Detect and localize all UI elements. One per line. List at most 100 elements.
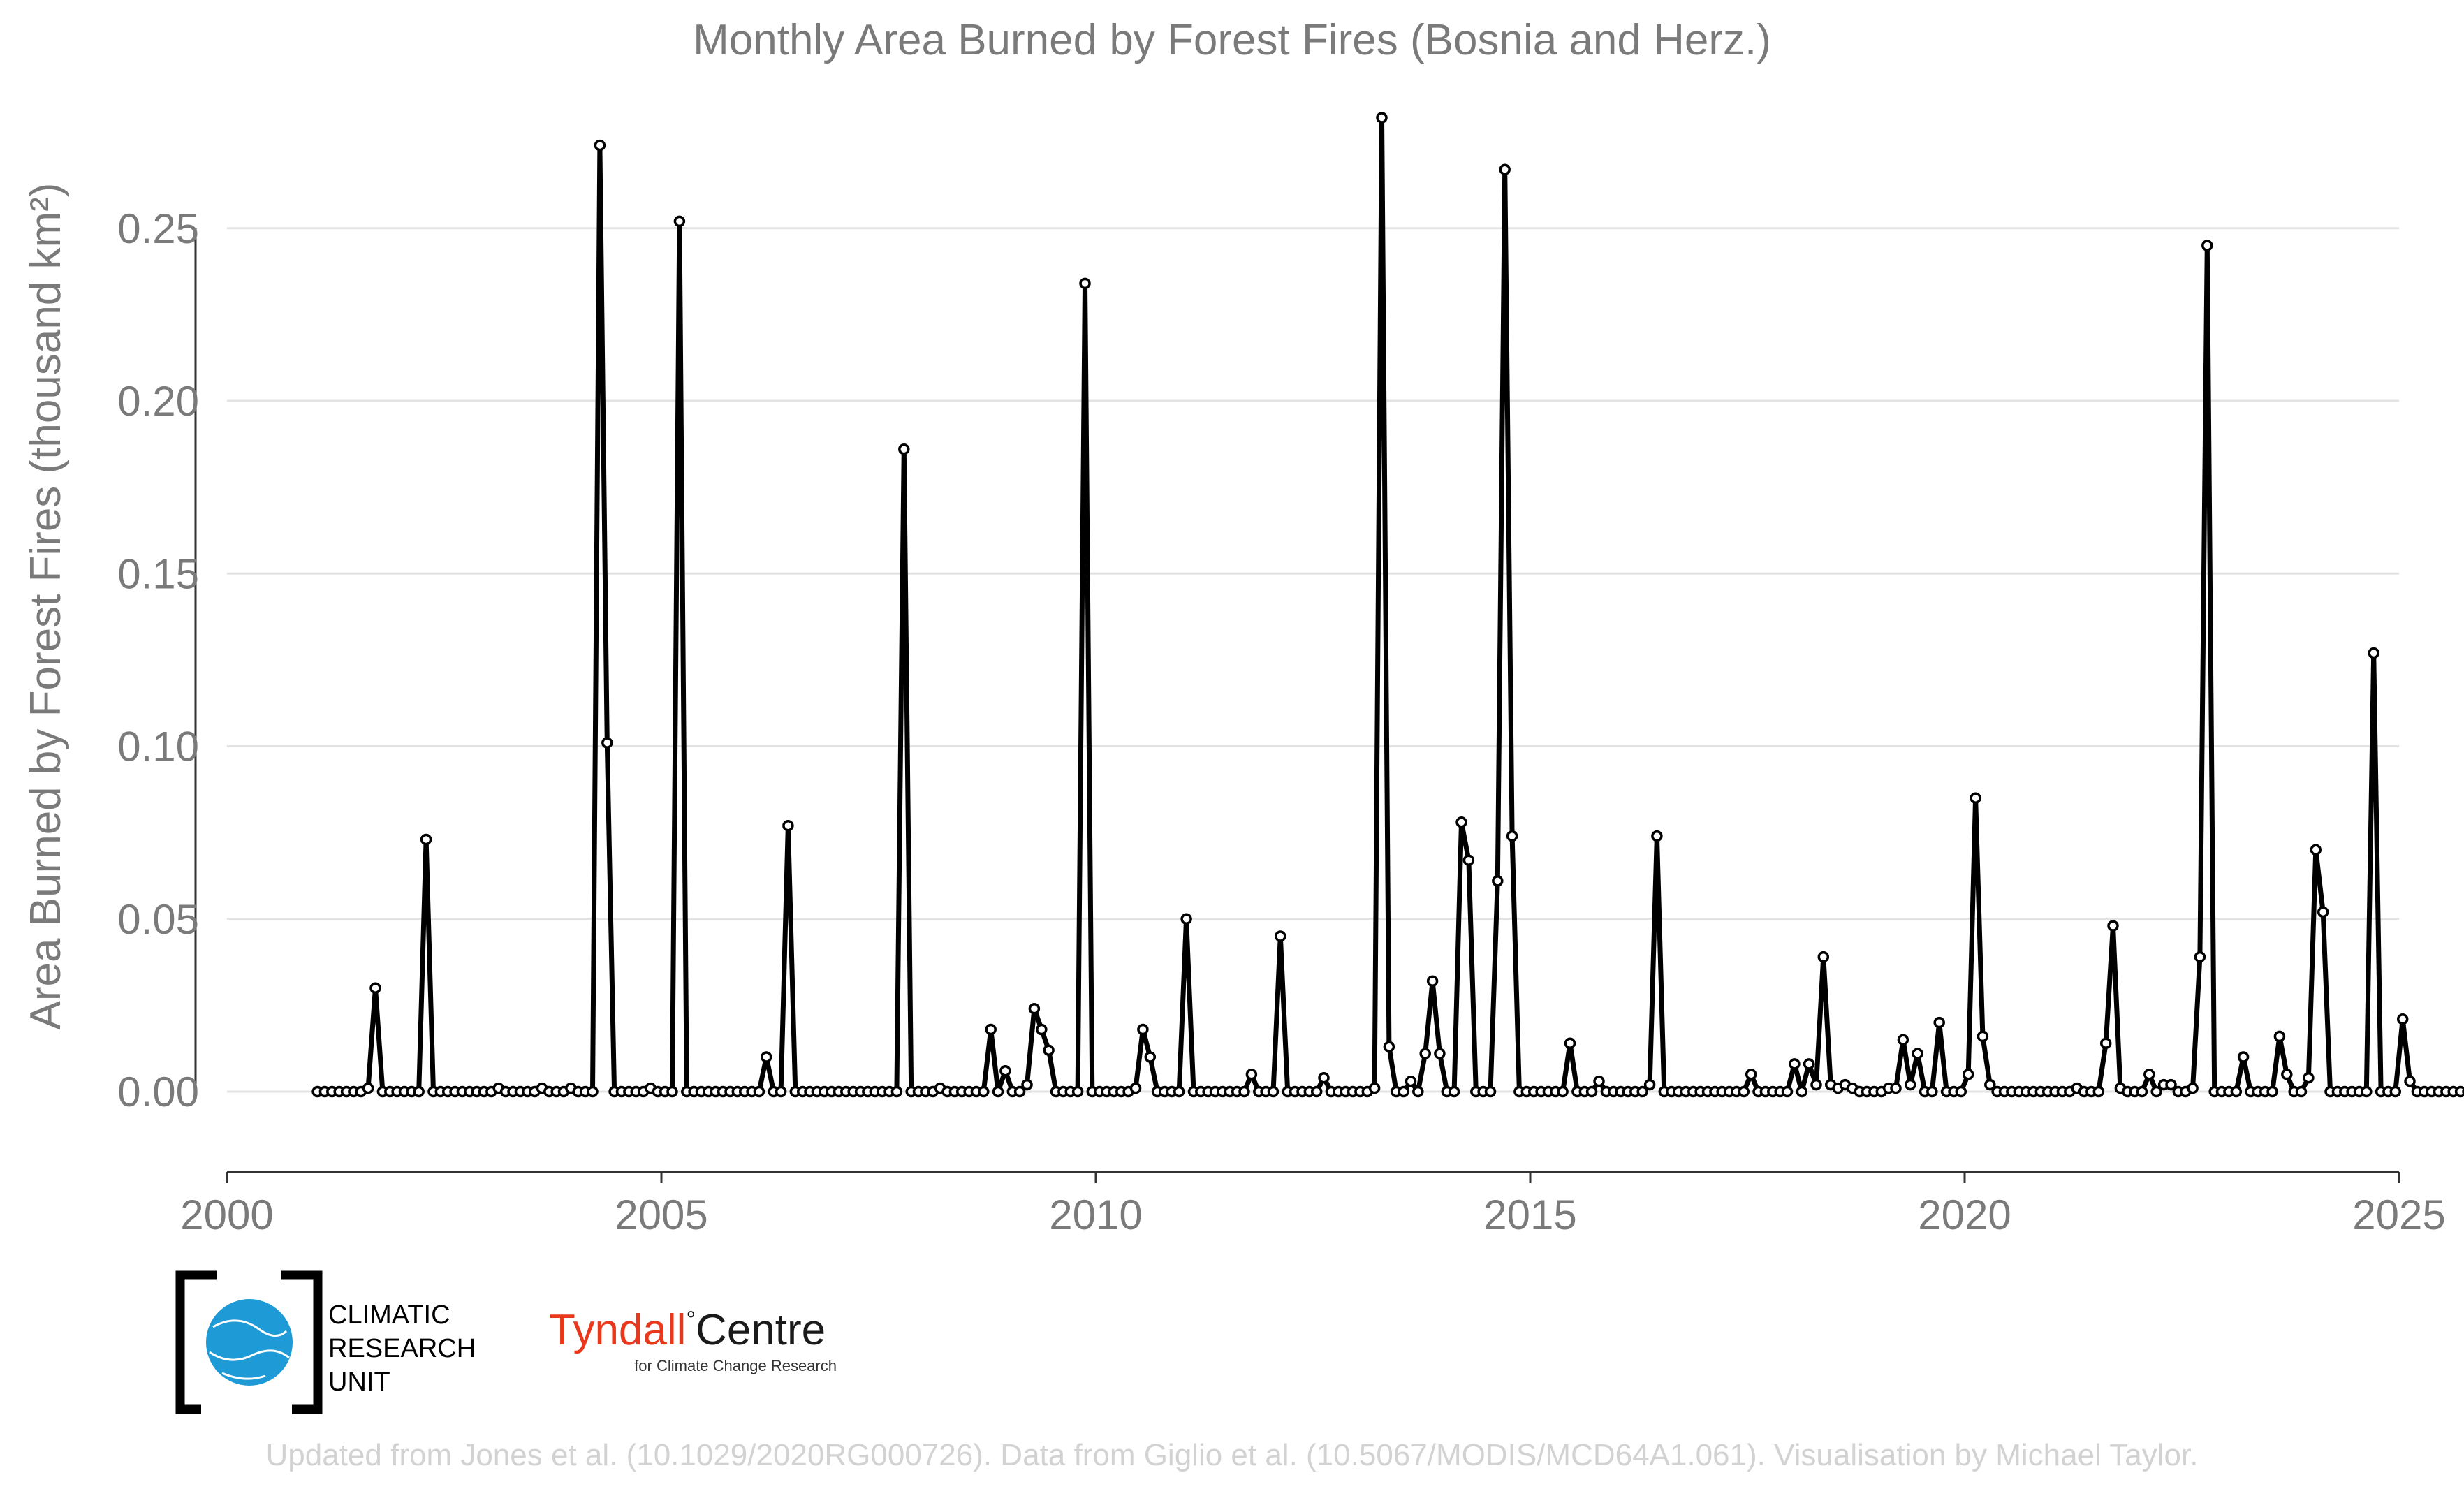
data-point — [1585, 1085, 1598, 1098]
data-point — [1643, 1078, 1656, 1091]
data-point — [2230, 1085, 2243, 1098]
x-tick-label: 2020 — [1918, 1191, 2011, 1238]
data-point — [1043, 1044, 1055, 1056]
data-point — [1564, 1037, 1576, 1050]
data-point — [2150, 1085, 2162, 1098]
data-point — [1405, 1075, 1417, 1087]
data-point — [1962, 1069, 1974, 1080]
tyndall-subtitle: for Climate Change Research — [634, 1357, 837, 1374]
x-tick-label: 2005 — [615, 1191, 707, 1238]
data-point — [992, 1085, 1004, 1098]
data-point — [369, 982, 381, 994]
data-point — [1180, 913, 1192, 925]
credit-text: Updated from Jones et al. (10.1029/2020R… — [266, 1438, 2199, 1472]
data-point — [1970, 792, 1981, 804]
data-point — [1238, 1085, 1250, 1098]
data-point — [1021, 1078, 1033, 1091]
data-point — [1984, 1078, 1996, 1091]
data-point — [1412, 1085, 1424, 1098]
y-tick-label: 0.00 — [117, 1069, 199, 1115]
y-tick-label: 0.25 — [117, 205, 199, 252]
data-point — [1557, 1085, 1569, 1098]
data-point — [362, 1082, 374, 1094]
data-point — [587, 1085, 599, 1098]
data-point — [2201, 240, 2213, 251]
data-point — [2136, 1085, 2148, 1098]
data-point — [1803, 1058, 1815, 1070]
data-point — [1013, 1085, 1026, 1098]
data-point — [1071, 1085, 1084, 1098]
data-point — [985, 1023, 997, 1036]
data-point — [1173, 1085, 1185, 1098]
data-point — [2165, 1078, 2177, 1091]
data-point — [1905, 1078, 1916, 1091]
data-point — [2368, 647, 2379, 659]
data-point — [1492, 875, 1504, 887]
data-point — [1376, 112, 1388, 124]
data-point — [782, 819, 794, 832]
data-point — [2107, 920, 2119, 932]
data-point — [1137, 1023, 1149, 1036]
data-point — [1028, 1003, 1041, 1015]
globe-contour — [209, 1349, 290, 1361]
grid-lines — [227, 227, 2399, 1093]
data-point — [1036, 1023, 1048, 1036]
y-tick-label: 0.20 — [117, 378, 199, 425]
cru-bracket-right — [281, 1270, 323, 1414]
data-point — [2396, 1013, 2409, 1025]
data-point — [1455, 816, 1467, 828]
cru-logo: CLIMATIC RESEARCH UNIT — [175, 1270, 476, 1414]
data-point — [1636, 1085, 1648, 1098]
data-series — [311, 112, 2464, 1098]
data-point — [1897, 1034, 1909, 1046]
data-point — [2404, 1075, 2416, 1087]
data-point — [2237, 1051, 2250, 1063]
data-point — [890, 1085, 903, 1098]
data-point — [1144, 1051, 1157, 1063]
data-point — [1079, 277, 1091, 290]
data-point — [1506, 830, 1518, 842]
data-point — [1796, 1085, 1808, 1098]
data-point — [601, 737, 613, 749]
data-point — [1912, 1048, 1923, 1059]
data-point — [1434, 1048, 1446, 1059]
cru-bracket-left — [175, 1270, 217, 1414]
data-point — [1499, 163, 1511, 175]
data-point — [1890, 1082, 1902, 1094]
data-point — [2092, 1085, 2105, 1098]
data-point — [761, 1051, 772, 1063]
data-point — [1275, 930, 1286, 942]
tyndall-logo: Tyndall°Centre for Climate Change Resear… — [549, 1306, 837, 1374]
data-point — [1462, 854, 1475, 866]
axes — [194, 228, 2400, 1183]
data-point — [1745, 1069, 1757, 1080]
data-point — [1426, 975, 1439, 988]
data-point — [2361, 1085, 2373, 1098]
data-point — [1738, 1085, 1750, 1098]
data-point — [1484, 1085, 1497, 1098]
data-point — [1781, 1085, 1794, 1098]
data-point — [1318, 1071, 1330, 1084]
y-tick-label: 0.10 — [117, 724, 199, 770]
data-point — [1383, 1041, 1395, 1052]
globe-contour — [212, 1319, 288, 1337]
data-point — [1448, 1085, 1460, 1098]
data-point — [1977, 1030, 1989, 1043]
data-point — [1789, 1058, 1801, 1070]
tick-labels: 0.00 0.05 0.10 0.15 0.20 0.25 2000 2005 2010 2015… — [117, 205, 2446, 1238]
data-point — [1651, 830, 1663, 842]
data-point — [2099, 1037, 2112, 1050]
data-point — [1245, 1069, 1258, 1080]
data-point — [2143, 1069, 2155, 1080]
data-point — [1368, 1082, 1381, 1094]
data-point — [1129, 1082, 1142, 1094]
data-point — [1926, 1085, 1938, 1098]
cru-text-line-2: RESEARCH — [328, 1334, 476, 1363]
data-point — [2389, 1085, 2402, 1098]
data-point — [775, 1085, 787, 1098]
data-point — [2266, 1085, 2278, 1098]
data-point — [420, 833, 432, 846]
data-point — [1310, 1085, 1323, 1098]
y-tick-label: 0.15 — [117, 550, 199, 597]
data-point — [1398, 1085, 1409, 1098]
